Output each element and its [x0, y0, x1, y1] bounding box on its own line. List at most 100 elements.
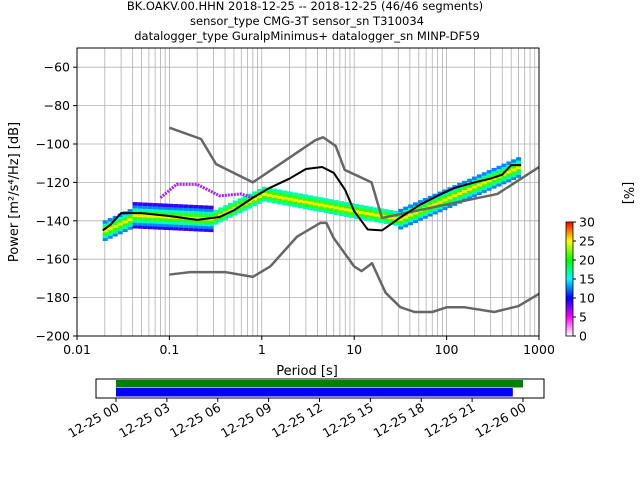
heatmap-cell	[467, 187, 472, 191]
heatmap-cell	[242, 198, 248, 203]
heatmap-cell	[157, 214, 163, 219]
heatmap-cell	[203, 205, 209, 209]
y-tick-label: −100	[36, 137, 70, 152]
heatmap-cell	[363, 208, 369, 212]
heatmap-cell	[272, 191, 278, 195]
heatmap-cell	[354, 209, 360, 214]
heatmap-cell	[476, 185, 482, 190]
heatmap-cell	[323, 198, 329, 202]
heatmap-cell	[223, 210, 228, 215]
heatmap-cell	[476, 191, 482, 196]
timeline-tick-label: 12-25 18	[371, 400, 427, 441]
heatmap-cell	[232, 209, 238, 213]
heatmap-cell	[378, 208, 384, 212]
heatmap-cell	[467, 193, 472, 197]
heatmap-cell	[117, 216, 123, 220]
heatmap-cell	[442, 198, 448, 202]
heatmap-cell	[193, 228, 199, 232]
heatmap-cell	[142, 208, 148, 212]
heatmap-cell	[308, 195, 314, 199]
heatmap-cell	[383, 217, 389, 222]
heatmap-cell	[137, 208, 143, 212]
heatmap-cell	[193, 216, 199, 220]
heatmap-cell	[223, 216, 228, 221]
heatmap-cell	[491, 167, 497, 172]
heatmap-cell	[132, 225, 138, 229]
heatmap-cell	[452, 188, 458, 192]
heatmap-cell	[516, 160, 522, 164]
heatmap-cell	[413, 210, 418, 215]
heatmap-cell	[122, 222, 128, 227]
heatmap-cell	[496, 165, 502, 170]
heatmap-cell	[302, 197, 308, 201]
heatmap-cell	[363, 214, 369, 218]
heatmap-cell	[232, 212, 238, 216]
heatmap-cell	[447, 193, 453, 197]
heatmap-cell	[491, 173, 497, 178]
heatmap-cell	[203, 208, 209, 212]
heatmap-cell	[227, 208, 233, 212]
heatmap-cell	[102, 223, 108, 227]
heatmap-cell	[427, 204, 433, 208]
mode-line	[102, 164, 522, 232]
heatmap-cell	[147, 205, 153, 210]
heatmap-cell	[368, 206, 374, 210]
colorbar-tick-label: 0	[579, 329, 587, 344]
heatmap-cell	[457, 188, 463, 193]
heatmap-cell	[511, 162, 517, 166]
heatmap-cell	[242, 207, 248, 211]
heatmap-cell	[501, 180, 507, 185]
heatmap-cell	[232, 206, 238, 210]
heatmap-cell	[373, 213, 379, 217]
heatmap-cell	[152, 220, 158, 224]
colorbar-tick-label: 10	[579, 291, 595, 306]
heatmap-cell	[403, 218, 409, 222]
y-tick-label: −140	[36, 213, 70, 228]
heatmap-cell	[437, 194, 443, 198]
heatmap-cell	[102, 231, 108, 236]
heatmap-cell	[333, 203, 339, 207]
heatmap-cell	[117, 230, 123, 235]
heatmap-cell	[162, 220, 169, 225]
heatmap-cell	[349, 214, 355, 218]
heatmap-cell	[282, 199, 288, 203]
heatmap-cell	[323, 209, 329, 214]
heatmap-cell	[328, 202, 334, 206]
noise-model-high	[168, 126, 540, 220]
heatmap-cell	[261, 186, 267, 191]
heatmap-cell	[462, 195, 468, 199]
heatmap-cell	[467, 190, 472, 194]
heatmap-cell	[223, 208, 228, 212]
heatmap-cell	[481, 186, 487, 191]
heatmap-cell	[338, 212, 344, 217]
heatmap-cell	[373, 216, 379, 220]
heatmap-cell	[157, 211, 163, 216]
plot-frame	[76, 47, 540, 337]
heatmap-cell	[328, 199, 334, 203]
heatmap-cell	[292, 204, 298, 208]
heatmap-cell	[506, 173, 512, 177]
heatmap-cell	[193, 225, 199, 229]
heatmap-cell	[437, 208, 443, 213]
heatmap-cell	[427, 213, 433, 217]
heatmap-cell	[198, 228, 204, 232]
heatmap-cell	[447, 190, 453, 194]
heatmap-cell	[393, 216, 399, 220]
heatmap-cell	[213, 209, 219, 214]
heatmap-cell	[107, 232, 113, 236]
heatmap-cell	[183, 227, 189, 231]
heatmap-cell	[218, 207, 224, 211]
colorbar-label: [%]	[620, 182, 635, 205]
heatmap-cell	[147, 220, 153, 224]
heatmap-cell	[422, 203, 428, 208]
heatmap-cell	[142, 205, 148, 209]
heatmap-cell	[152, 208, 158, 213]
heatmap-cell	[437, 205, 443, 210]
heatmap-cell	[408, 218, 414, 223]
heatmap-cell	[188, 216, 194, 220]
timeline-tick-label: 12-25 21	[421, 400, 477, 441]
heatmap-cell	[223, 213, 228, 218]
heatmap-cell	[486, 184, 492, 188]
heatmap-cell	[467, 195, 472, 200]
heatmap-cell	[496, 168, 502, 173]
